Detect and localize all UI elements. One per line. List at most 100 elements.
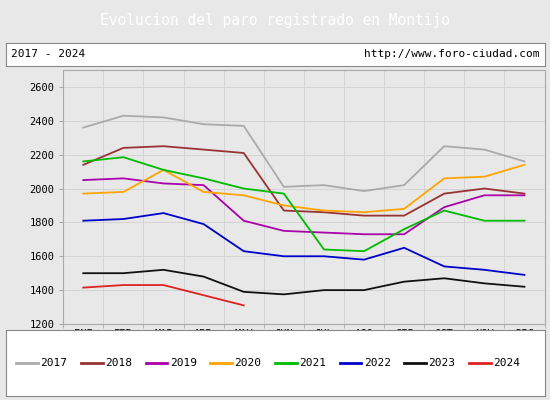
Text: 2019: 2019 — [170, 358, 197, 368]
2023 — [401, 279, 408, 284]
Line: 2024: 2024 — [83, 285, 244, 305]
2021 — [200, 176, 207, 181]
2019 — [521, 193, 528, 198]
2018 — [200, 147, 207, 152]
2023 — [280, 292, 287, 297]
2018 — [481, 186, 488, 191]
2020 — [200, 190, 207, 194]
2017 — [401, 183, 408, 188]
2021 — [481, 218, 488, 223]
Text: 2017 - 2024: 2017 - 2024 — [11, 49, 85, 59]
2020 — [240, 193, 247, 198]
2022 — [280, 254, 287, 259]
2018 — [280, 208, 287, 213]
2020 — [361, 210, 367, 215]
2024 — [240, 303, 247, 308]
2017 — [160, 115, 167, 120]
2021 — [441, 208, 448, 213]
Text: 2024: 2024 — [493, 358, 520, 368]
2024 — [120, 283, 127, 288]
2022 — [401, 245, 408, 250]
2022 — [160, 211, 167, 216]
2020 — [321, 208, 327, 213]
Line: 2017: 2017 — [83, 116, 525, 191]
2021 — [280, 191, 287, 196]
Line: 2021: 2021 — [83, 157, 525, 251]
2021 — [240, 186, 247, 191]
2019 — [120, 176, 127, 181]
2020 — [481, 174, 488, 179]
Text: 2020: 2020 — [234, 358, 262, 368]
2023 — [521, 284, 528, 289]
Line: 2018: 2018 — [83, 146, 525, 216]
2024 — [80, 285, 86, 290]
2021 — [120, 155, 127, 160]
Text: 2022: 2022 — [364, 358, 391, 368]
2018 — [80, 162, 86, 167]
Line: 2022: 2022 — [83, 213, 525, 275]
2024 — [160, 283, 167, 288]
Text: 2017: 2017 — [41, 358, 68, 368]
Text: 2018: 2018 — [105, 358, 132, 368]
2023 — [240, 290, 247, 294]
2018 — [120, 146, 127, 150]
2017 — [521, 159, 528, 164]
2023 — [200, 274, 207, 279]
2020 — [401, 206, 408, 211]
2019 — [280, 228, 287, 233]
2019 — [80, 178, 86, 182]
2022 — [240, 249, 247, 254]
2020 — [280, 203, 287, 208]
2022 — [441, 264, 448, 269]
2019 — [361, 232, 367, 237]
2017 — [240, 124, 247, 128]
Text: Evolucion del paro registrado en Montijo: Evolucion del paro registrado en Montijo — [100, 14, 450, 28]
2018 — [521, 191, 528, 196]
2019 — [321, 230, 327, 235]
2022 — [361, 257, 367, 262]
2022 — [200, 222, 207, 226]
2023 — [120, 271, 127, 276]
Text: 2023: 2023 — [428, 358, 455, 368]
2022 — [120, 217, 127, 222]
2020 — [521, 162, 528, 167]
2021 — [80, 159, 86, 164]
2019 — [240, 218, 247, 223]
2023 — [481, 281, 488, 286]
2022 — [521, 272, 528, 277]
2017 — [321, 183, 327, 188]
2017 — [481, 147, 488, 152]
Line: 2023: 2023 — [83, 270, 525, 294]
2019 — [441, 205, 448, 210]
2020 — [160, 168, 167, 172]
2020 — [120, 190, 127, 194]
2019 — [481, 193, 488, 198]
2021 — [361, 249, 367, 254]
2018 — [160, 144, 167, 148]
2017 — [441, 144, 448, 148]
2023 — [160, 268, 167, 272]
2019 — [401, 232, 408, 237]
2019 — [160, 181, 167, 186]
2018 — [401, 213, 408, 218]
2021 — [160, 168, 167, 172]
2017 — [280, 184, 287, 189]
2018 — [441, 191, 448, 196]
Line: 2020: 2020 — [83, 165, 525, 212]
2017 — [200, 122, 207, 126]
2021 — [401, 227, 408, 232]
2022 — [481, 268, 488, 272]
2023 — [80, 271, 86, 276]
2023 — [361, 288, 367, 292]
2022 — [321, 254, 327, 259]
2020 — [441, 176, 448, 181]
Text: 2021: 2021 — [299, 358, 326, 368]
Text: http://www.foro-ciudad.com: http://www.foro-ciudad.com — [364, 49, 539, 59]
2020 — [80, 191, 86, 196]
2018 — [240, 150, 247, 155]
2022 — [80, 218, 86, 223]
2024 — [200, 293, 207, 298]
2023 — [441, 276, 448, 281]
2018 — [321, 210, 327, 215]
2017 — [120, 113, 127, 118]
